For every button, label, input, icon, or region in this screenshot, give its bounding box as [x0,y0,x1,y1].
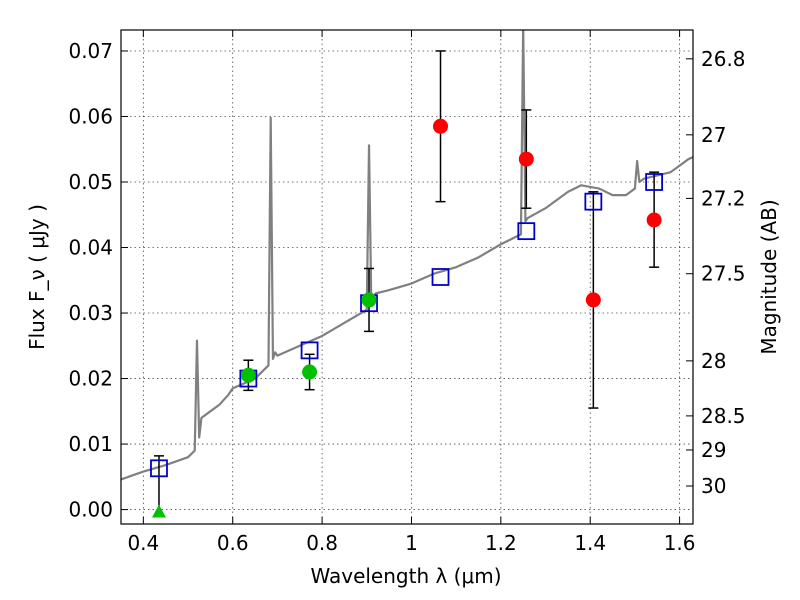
right-tick-label: 28.5 [701,404,746,428]
x-tick-label: 0.4 [127,531,159,555]
red-data-point [518,151,534,167]
right-y-axis-title: Magnitude (AB) [757,199,781,354]
y-tick-label: 0.01 [68,432,113,456]
green-data-point [240,367,256,383]
x-tick-label: 0.8 [306,531,338,555]
right-tick-label: 30 [701,474,726,498]
red-data-point [585,292,601,308]
y-tick-label: 0.03 [68,301,113,325]
x-tick-label: 1.2 [485,531,517,555]
model-band-square [431,268,450,286]
plot-area [121,30,693,524]
red-data-point [433,118,449,134]
x-tick-label: 1.6 [664,531,696,555]
y-tick-label: 0.04 [68,236,113,260]
right-tick-label: 27 [701,123,726,147]
plot-frame [120,29,694,525]
green-data-point [361,292,377,308]
model-band-square [645,173,664,191]
grid-lines [121,30,693,524]
red-data-point [646,212,662,228]
y-tick-label: 0.07 [68,39,113,63]
y-axis-title: Flux F_ν ( μJy ) [25,204,49,350]
x-tick-label: 1 [405,531,418,555]
right-tick-label: 29 [701,438,726,462]
model-band-square [150,459,168,478]
y-tick-label: 0.00 [68,498,113,522]
y-tick-label: 0.06 [68,104,113,128]
upper-limit-triangle [151,504,166,518]
model-band-square [517,222,536,241]
right-tick-label: 27.2 [701,186,746,210]
right-tick-label: 28 [701,349,726,373]
green-data-point [302,364,318,380]
axis-ticks: 0.4 0.6 0.8 1 1.2 1.4 1.6 0.00 0.01 0.02 0.03 0.04 0… [68,30,746,555]
x-tick-label: 0.6 [217,531,249,555]
y-tick-label: 0.05 [68,170,113,194]
right-tick-label: 27.5 [701,262,746,286]
x-tick-label: 1.4 [574,531,606,555]
right-tick-label: 26.8 [701,47,746,71]
y-tick-label: 0.02 [68,367,113,391]
model-band-square [584,192,603,211]
model-spectrum-line [121,30,693,481]
model-band-square [300,341,319,360]
x-axis-title: Wavelength λ (μm) [310,564,501,588]
data-layer [121,30,693,518]
